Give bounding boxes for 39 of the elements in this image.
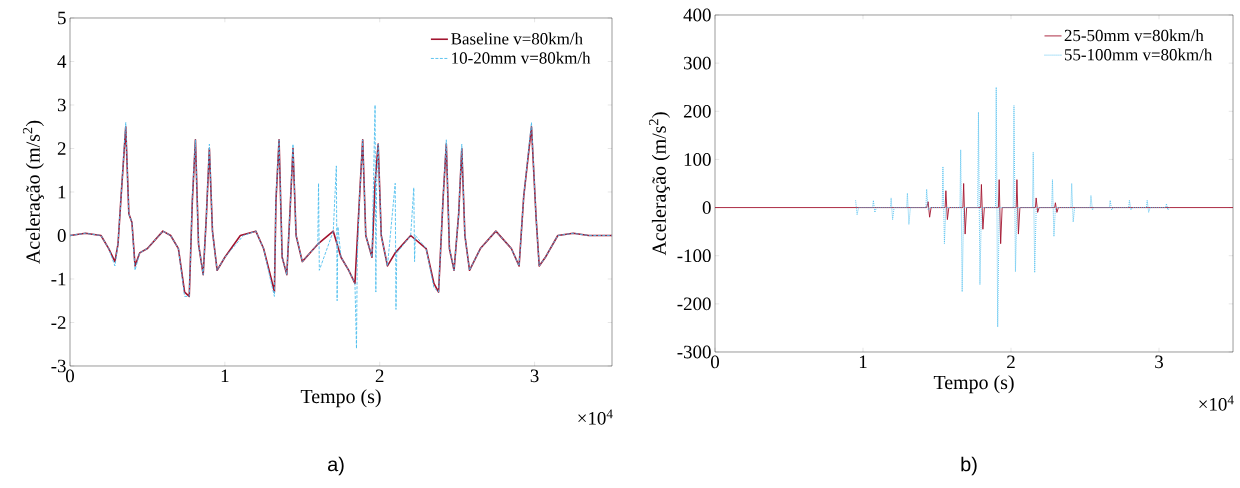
- legend-label: 25-50mm v=80km/h: [1064, 29, 1204, 42]
- line-series: [70, 125, 612, 298]
- line-series: [855, 86, 1170, 328]
- y-tick-label: 3: [57, 98, 66, 112]
- x-tick-label: 3: [530, 369, 539, 383]
- y-tick-label: -1: [51, 272, 66, 286]
- y-tick-label: 400: [683, 8, 711, 22]
- y-tick-label: 2: [57, 142, 66, 155]
- y-tick-label: 200: [683, 104, 711, 118]
- y-tick-label: 1: [58, 185, 66, 199]
- y-axis-title: Aceleração (m/s$^{2}$): [22, 120, 44, 264]
- y-tick-label: 300: [684, 56, 711, 70]
- y-tick-label: -3: [51, 359, 66, 373]
- y-tick-label: 0: [57, 229, 66, 242]
- y-tick-label: -100: [677, 249, 711, 263]
- legend-label: 10-20mm v=80km/h: [452, 51, 591, 64]
- x-tick-label: 2: [375, 369, 384, 383]
- x-tick-label: 1: [859, 355, 867, 369]
- x-tick-label: 2: [1007, 355, 1015, 369]
- legend-label: 55-100mm v=80km/h: [1064, 48, 1213, 61]
- legend-label: Baseline v=80km/h: [451, 32, 583, 45]
- y-tick-label: -2: [51, 316, 66, 329]
- text: ×10$^{4}$: [1199, 395, 1234, 411]
- x-axis-title: Tempo (s): [300, 389, 381, 408]
- y-tick-label: 100: [684, 153, 711, 166]
- y-axis-title: Aceleração (m/s$^{2}$): [648, 112, 670, 256]
- text: ×10$^{4}$: [578, 409, 613, 425]
- y-tick-label: 0: [702, 201, 711, 214]
- text: a): [327, 456, 344, 476]
- y-tick-label: 4: [57, 55, 67, 68]
- x-tick-label: 0: [711, 355, 720, 369]
- y-tick-label: -300: [677, 345, 711, 359]
- text: b): [961, 456, 977, 476]
- y-tick-label: 5: [58, 11, 66, 25]
- line-series: [70, 104, 612, 350]
- x-tick-label: 3: [1155, 355, 1163, 369]
- x-tick-label: 1: [221, 369, 229, 383]
- y-tick-label: -200: [677, 297, 711, 311]
- x-axis-title: Tempo (s): [933, 375, 1014, 394]
